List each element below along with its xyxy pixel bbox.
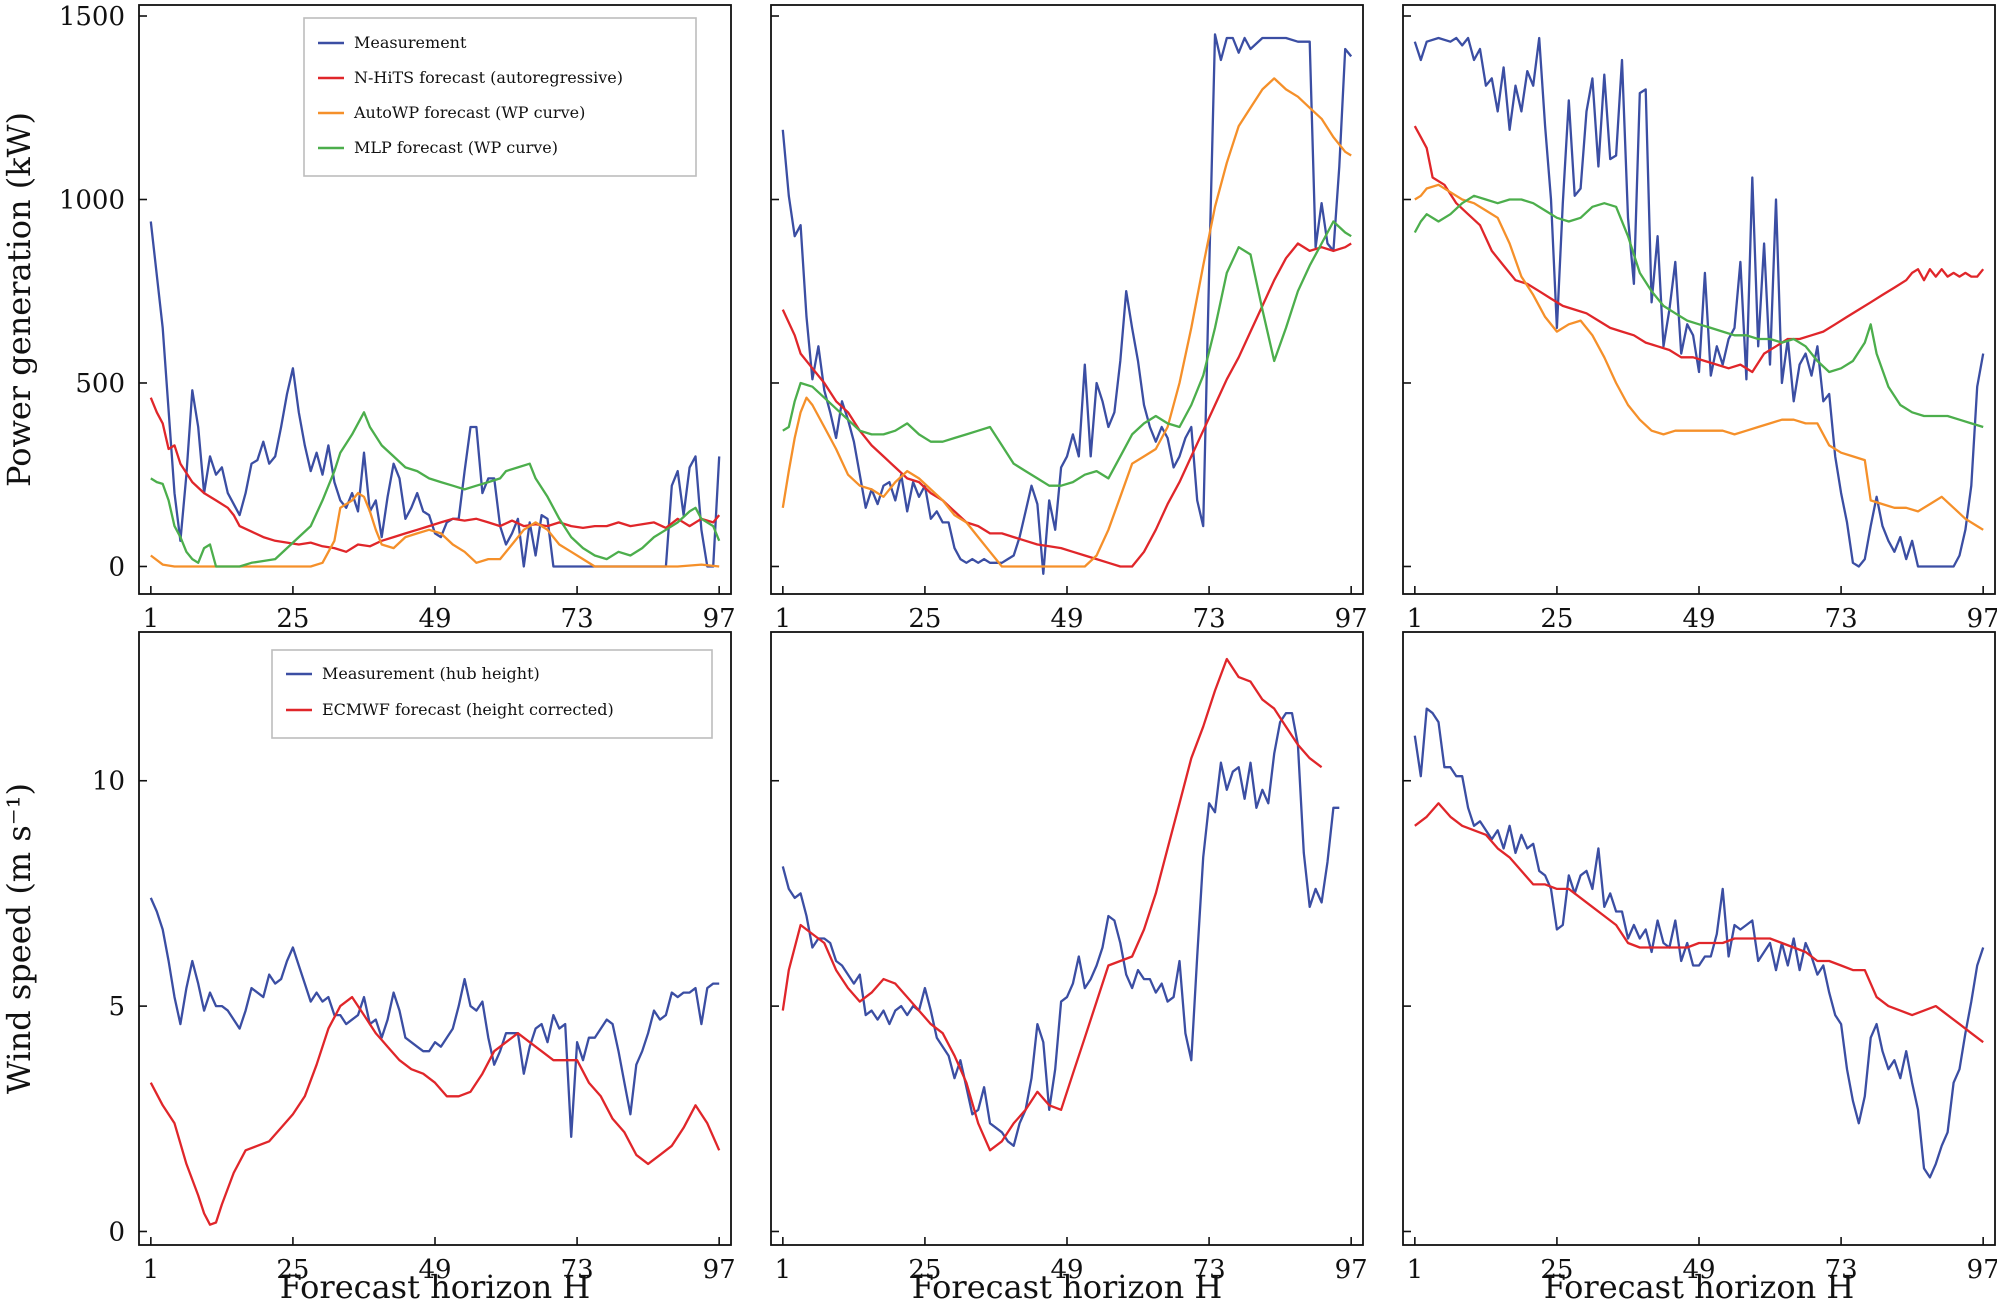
panel-power-3: 1 25 49 73 97 (1402, 4, 1997, 634)
plot-frame (1402, 4, 1996, 595)
legend-box (303, 17, 697, 177)
legend-label-measurement: Measurement (354, 33, 467, 52)
x-tick-label: 97 (1335, 604, 1368, 634)
legend-power: Measurement N-HiTS forecast (autoregressi… (303, 17, 697, 177)
series-line-mlp (782, 220, 1352, 487)
x-tick-label: 73 (561, 604, 594, 634)
y-tick-label: 10 (92, 767, 125, 797)
legend-label-ecmwf: ECMWF forecast (height corrected) (322, 700, 614, 719)
series-line-nhits (781, 242, 1352, 568)
series-line-nhits (149, 397, 721, 553)
series-line-measurement (1413, 707, 1985, 1179)
x-tick-label: 73 (1825, 604, 1858, 634)
panel-wind-2: 1 25 49 73 97 Forecast horizon H (770, 631, 1368, 1303)
y-tick-label: 500 (75, 369, 125, 399)
x-axis-label: Forecast horizon H (912, 1268, 1223, 1303)
legend-wind: Measurement (hub height) ECMWF forecast (… (271, 649, 713, 739)
legend-label-nhits: N-HiTS forecast (autoregressive) (354, 68, 623, 87)
x-tick-label: 49 (1050, 1255, 1083, 1285)
panel-power-1: 1 25 49 73 97 0 500 1000 1500 Measurement N-HiTS f… (59, 2, 736, 634)
x-tick-label: 97 (1967, 604, 1997, 634)
series-line-nhits (1413, 125, 1985, 374)
y-tick-label: 5 (108, 992, 125, 1022)
y-tick-label: 0 (108, 1217, 125, 1247)
series-line-mlp (150, 411, 721, 568)
x-tick-label: 1 (775, 1255, 792, 1285)
x-axis-label: Forecast horizon H (280, 1268, 591, 1303)
y-axis-label-wind: Wind speed (m s⁻¹) (0, 783, 38, 1094)
plot-frame (770, 631, 1364, 1246)
x-tick-label: 97 (703, 1255, 736, 1285)
series-line-measurement (149, 897, 720, 1138)
x-tick-label: 1 (775, 604, 792, 634)
x-tick-label: 49 (1050, 604, 1083, 634)
panel-power-2: 1 25 49 73 97 (770, 4, 1368, 634)
x-tick-label: 1 (1407, 604, 1424, 634)
legend-label-mlp: MLP forecast (WP curve) (354, 138, 558, 157)
series-line-autowp (781, 77, 1352, 568)
series-line-mlp (1413, 194, 1984, 429)
series-line-ecmwf (149, 995, 721, 1226)
x-tick-label: 1 (143, 604, 160, 634)
series-line-ecmwf (781, 657, 1323, 1152)
x-tick-label: 97 (703, 604, 736, 634)
y-tick-label: 0 (108, 552, 125, 582)
series-line-autowp (150, 491, 720, 568)
series-line-measurement (781, 33, 1353, 575)
plot-frame (770, 4, 1364, 595)
x-tick-label: 25 (908, 604, 941, 634)
x-tick-label: 25 (1540, 1255, 1573, 1285)
series-line-ecmwf (1414, 802, 1984, 1044)
x-tick-label: 1 (1407, 1255, 1424, 1285)
y-axis-label-power: Power generation (kW) (0, 112, 38, 487)
x-tick-label: 49 (1682, 604, 1715, 634)
series-line-measurement (781, 711, 1340, 1147)
plot-frame (1402, 631, 1996, 1246)
panel-wind-1: 1 25 49 73 97 0 5 10 Forecast horizon H Measureme… (92, 631, 736, 1303)
panel-wind-3: 1 25 49 73 97 Forecast horizon H (1402, 631, 1997, 1303)
x-axis-label: Forecast horizon H (1544, 1268, 1855, 1303)
x-tick-label: 25 (276, 604, 309, 634)
x-tick-label: 97 (1967, 1255, 1997, 1285)
x-tick-label: 49 (418, 604, 451, 634)
x-tick-label: 73 (1193, 1255, 1226, 1285)
x-tick-label: 49 (418, 1255, 451, 1285)
x-tick-label: 25 (908, 1255, 941, 1285)
series-line-measurement (149, 221, 721, 568)
y-tick-label: 1000 (59, 185, 125, 215)
x-tick-label: 73 (1193, 604, 1226, 634)
x-tick-label: 73 (1825, 1255, 1858, 1285)
x-tick-label: 97 (1335, 1255, 1368, 1285)
legend-label-autowp: AutoWP forecast (WP curve) (353, 103, 585, 122)
y-tick-label: 1500 (59, 2, 125, 32)
x-tick-label: 25 (276, 1255, 309, 1285)
series-line-autowp (1414, 183, 1984, 531)
x-tick-label: 1 (143, 1255, 160, 1285)
legend-label-measurement: Measurement (hub height) (322, 664, 540, 683)
legend-box (271, 649, 713, 739)
x-tick-label: 73 (561, 1255, 594, 1285)
series-line-measurement (1413, 36, 1985, 568)
x-tick-label: 49 (1682, 1255, 1715, 1285)
x-tick-label: 25 (1540, 604, 1573, 634)
